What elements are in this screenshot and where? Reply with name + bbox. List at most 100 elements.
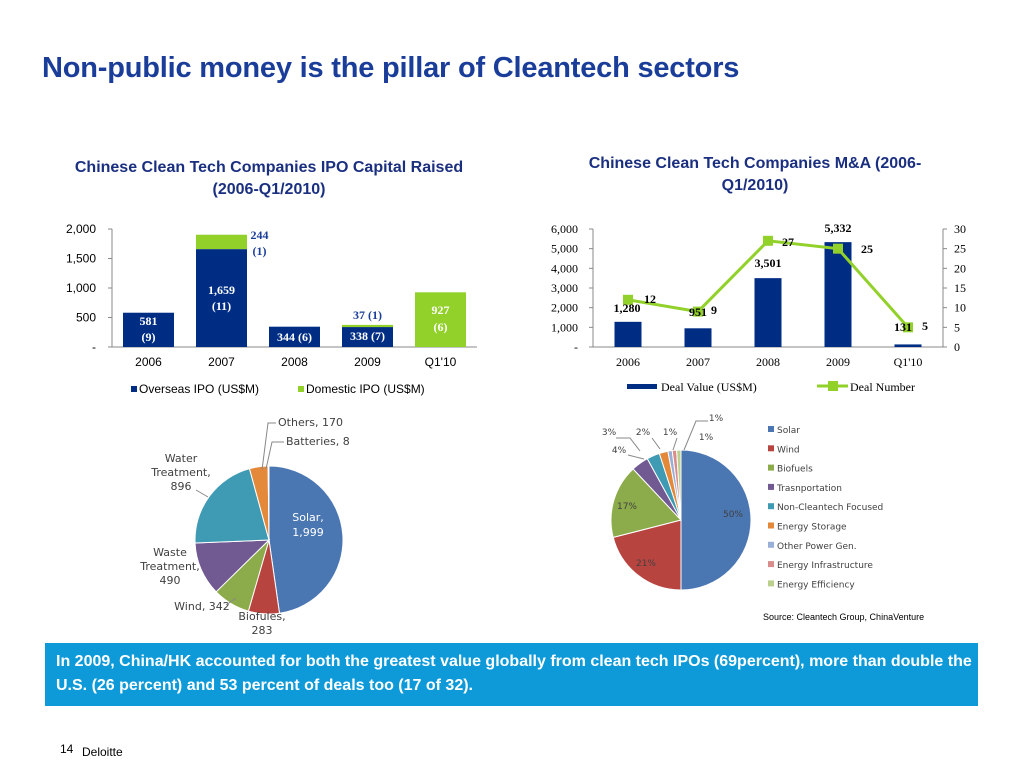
pie-slice — [194, 468, 270, 544]
legend-label: Energy Storage — [777, 523, 847, 533]
pie-label: 896 — [171, 480, 192, 493]
data-label: 344 (6) — [277, 330, 312, 344]
pie-percent-label: 1% — [699, 433, 714, 443]
page-title: Non-public money is the pillar of Cleant… — [42, 52, 740, 84]
legend-swatch — [768, 522, 774, 529]
x-tick-label: 2008 — [281, 355, 308, 369]
legend-swatch — [768, 464, 774, 471]
legend-swatch — [768, 503, 774, 510]
data-label: 244 — [251, 228, 269, 242]
pie-slice — [610, 468, 682, 539]
leader-line — [683, 420, 708, 451]
x-tick-label: Q1'10 — [425, 355, 457, 369]
data-label: (1) — [253, 244, 267, 258]
deal-number-point — [623, 294, 633, 305]
legend-label: Non-Cleantech Focused — [777, 503, 883, 513]
left-tick-label: 6,000 — [551, 222, 578, 236]
pie-percent-label: 50% — [723, 510, 743, 520]
pie-slice — [612, 519, 682, 591]
source-note: Source: Cleantech Group, ChinaVenture — [763, 612, 925, 622]
legend-label: Solar — [777, 426, 800, 436]
right-tick-label: 5 — [954, 320, 960, 334]
callout-box: In 2009, China/HK accounted for both the… — [45, 643, 978, 706]
domestic-ipo-bar — [342, 324, 393, 328]
data-label: 1,659 — [208, 283, 235, 297]
pie-slice — [267, 465, 270, 541]
x-tick-label: 2009 — [354, 355, 381, 369]
leader-line — [627, 454, 645, 460]
bar-value-label: 1,280 — [614, 301, 641, 315]
legend-label: Trasnportation — [776, 484, 842, 494]
data-label: 581 — [140, 314, 158, 328]
x-tick-label: 2007 — [686, 355, 710, 369]
bar-value-label: 951 — [689, 305, 707, 319]
ma-chart-title: Chinese Clean Tech Companies M&A (2006-Q… — [588, 155, 922, 194]
overseas-ipo-bar — [342, 327, 393, 347]
pie-percent-label: 1% — [663, 428, 678, 438]
line-value-label: 9 — [711, 303, 717, 317]
leader-line — [195, 489, 209, 498]
data-label: (6) — [434, 320, 448, 334]
deal-number-point — [833, 243, 843, 254]
overseas-ipo-bar — [123, 312, 174, 347]
pie-label: Biofules, — [238, 610, 285, 623]
legend-swatch — [768, 561, 774, 568]
leader-line — [616, 437, 641, 452]
leader-line — [261, 422, 276, 471]
pie-percent-label: 21% — [636, 559, 656, 569]
pie-label: Treatment, — [150, 466, 210, 479]
legend-swatch — [768, 426, 774, 432]
pie-percent-label: 3% — [602, 428, 617, 438]
legend-label: Wind — [777, 445, 800, 455]
legend-swatch-deal-value — [627, 384, 657, 389]
pie-label: Batteries, 8 — [286, 435, 350, 448]
line-value-label: 25 — [861, 242, 873, 256]
deal-value-bar — [684, 328, 712, 347]
pie-label: 283 — [252, 624, 273, 637]
y-tick-label: 500 — [76, 311, 96, 325]
deal-number-point — [903, 322, 913, 333]
deal-number-point — [693, 306, 703, 317]
line-value-label: 5 — [922, 319, 928, 333]
left-tick-label: 4,000 — [551, 261, 578, 275]
leader-line — [672, 437, 678, 451]
legend-swatch-overseas — [131, 386, 137, 392]
legend-swatch — [768, 541, 774, 548]
x-tick-label: 2009 — [826, 355, 850, 369]
brand-name: Deloitte — [82, 745, 123, 759]
pie-label: Solar, — [292, 511, 324, 524]
overseas-ipo-bar — [269, 326, 320, 347]
pie-label: 1,999 — [292, 526, 324, 539]
domestic-ipo-bar — [415, 292, 466, 347]
pie-label: Others, 170 — [278, 416, 343, 429]
leader-line — [651, 437, 661, 450]
pie-percent-label: 4% — [612, 446, 627, 456]
legend-label-deal-number: Deal Number — [850, 380, 915, 394]
data-label: 927 — [432, 303, 450, 317]
right-tick-label: 0 — [954, 340, 960, 354]
ipo-chart-title: Chinese Clean Tech Companies IPO Capital… — [74, 159, 464, 198]
pie-percent-label: 1% — [709, 414, 724, 424]
y-tick-label: - — [92, 340, 96, 354]
left-tick-label: 2,000 — [551, 301, 578, 315]
x-tick-label: 2006 — [135, 355, 162, 369]
deal-number-point — [763, 235, 773, 246]
legend-swatch — [768, 580, 774, 587]
legend-label: Energy Infrastructure — [777, 561, 873, 571]
legend-label-domestic: Domestic IPO (US$M) — [306, 382, 425, 396]
pie-slice — [676, 449, 682, 521]
left-tick-label: 5,000 — [551, 242, 578, 256]
leader-line — [225, 597, 237, 606]
line-value-label: 12 — [644, 292, 656, 306]
left-tick-label: 3,000 — [551, 281, 578, 295]
left-tick-label: - — [574, 340, 578, 354]
pie-slice — [268, 465, 344, 614]
pie-percent-label: 2% — [636, 428, 651, 438]
legend-label-overseas: Overseas IPO (US$M) — [139, 382, 259, 396]
line-value-label: 27 — [782, 235, 794, 249]
bar-value-label: 131 — [894, 320, 912, 334]
y-tick-label: 2,000 — [66, 222, 96, 236]
x-tick-label: 2006 — [616, 355, 640, 369]
x-tick-label: Q1'10 — [894, 355, 923, 369]
